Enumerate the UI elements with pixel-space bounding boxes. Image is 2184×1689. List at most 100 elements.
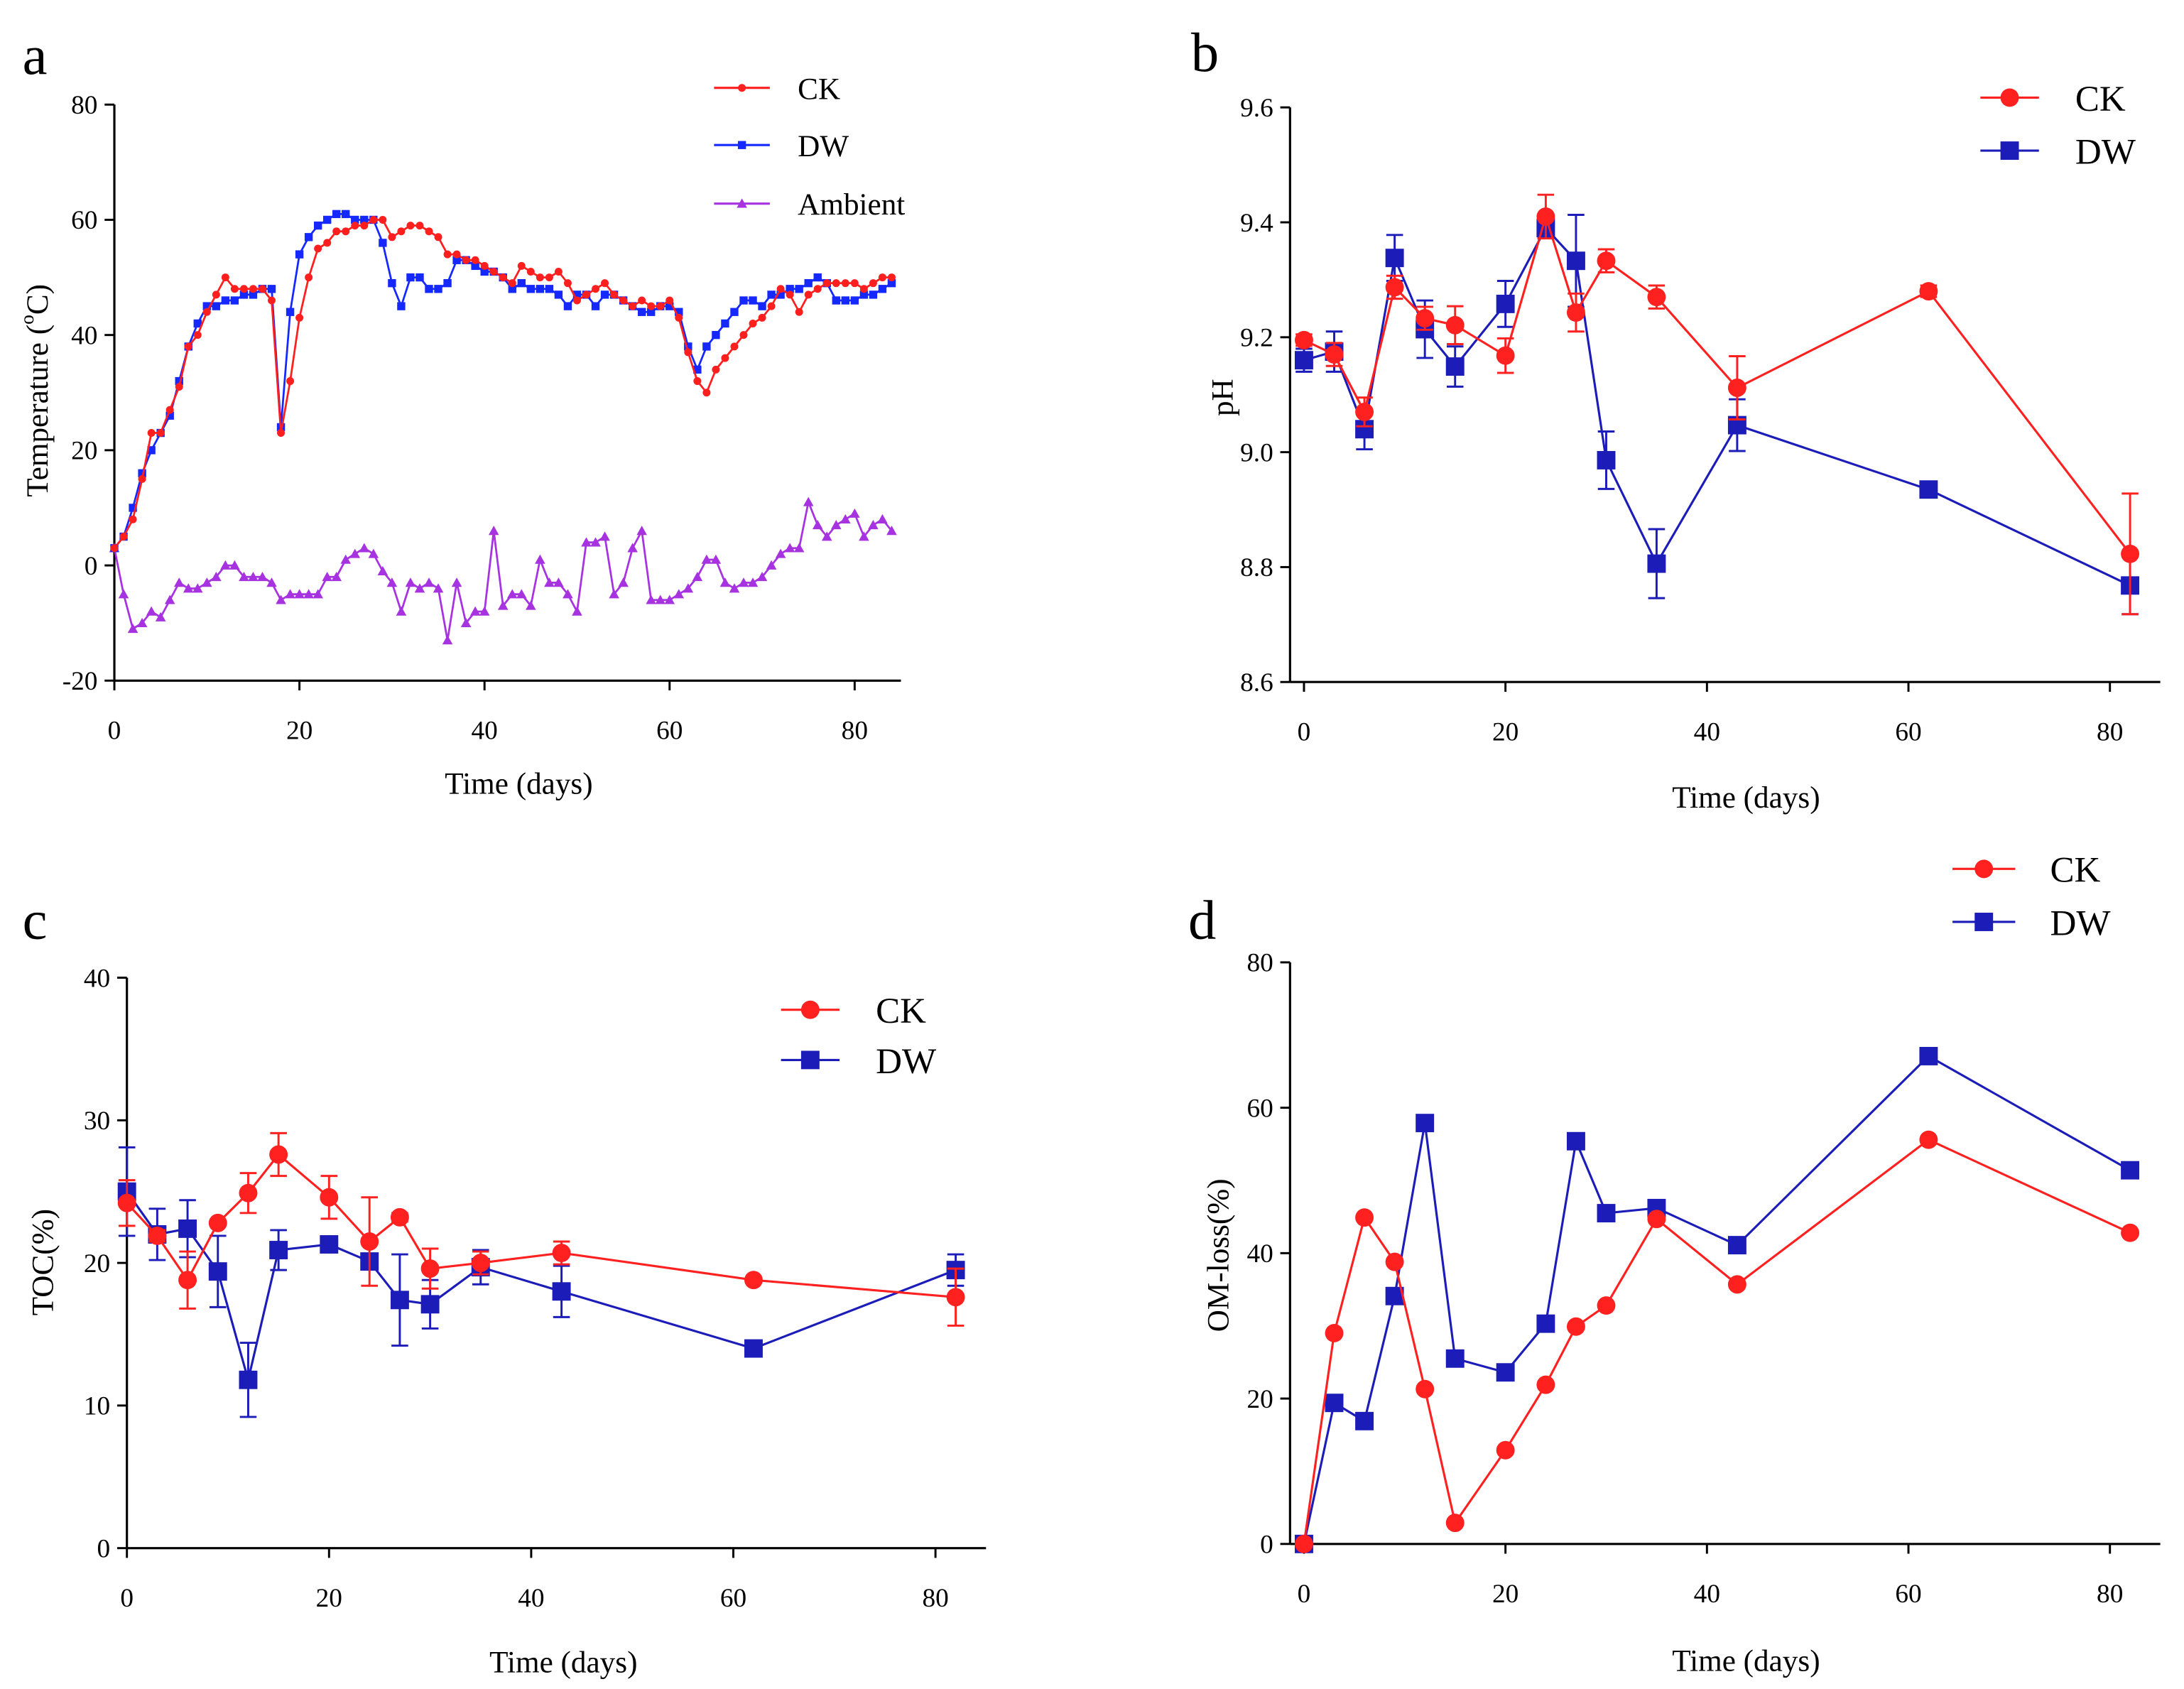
ck-line xyxy=(1303,1139,2131,1545)
legend: CK DW xyxy=(1952,851,2111,943)
ambient-point xyxy=(516,589,527,599)
ambient-point xyxy=(673,589,685,599)
ck-point xyxy=(147,429,156,438)
dw-point xyxy=(721,319,729,328)
x-tick-label: 60 xyxy=(1895,1580,1921,1609)
dw-point xyxy=(1919,1047,1938,1065)
x-tick-label: 60 xyxy=(720,1584,746,1613)
ck-point xyxy=(1385,278,1404,297)
ck-point xyxy=(1647,288,1666,307)
dw-point xyxy=(776,290,785,299)
x-tick-label: 0 xyxy=(1298,718,1311,747)
dw-point xyxy=(420,1295,440,1314)
dw-point xyxy=(1295,351,1313,370)
ambient-point xyxy=(331,572,342,582)
ck-point xyxy=(117,1193,136,1212)
dw-point xyxy=(850,296,859,305)
ck-point xyxy=(175,383,183,391)
ambient-point xyxy=(368,548,379,558)
ck-point xyxy=(462,256,470,264)
dw-point xyxy=(832,296,840,305)
ck-point xyxy=(420,1259,440,1278)
ck-point xyxy=(202,308,211,316)
panel-letter: a xyxy=(23,24,48,86)
ck-point xyxy=(249,285,257,293)
y-tick-label: 20 xyxy=(71,437,97,466)
dw-point xyxy=(647,308,656,316)
ambient-point xyxy=(322,572,332,582)
ck-point xyxy=(489,267,498,276)
dw-point xyxy=(749,296,757,305)
ck-point xyxy=(1496,346,1515,365)
dw-point xyxy=(178,1219,197,1238)
ck-point xyxy=(208,1213,227,1232)
plot-area xyxy=(117,1131,965,1418)
dw-point xyxy=(175,376,183,386)
legend-label: CK xyxy=(2050,851,2100,891)
ck-series xyxy=(117,1131,965,1327)
dw-point xyxy=(684,342,692,351)
ck-point xyxy=(390,1207,409,1227)
y-tick-label: 80 xyxy=(1246,949,1273,978)
ambient-point xyxy=(229,560,240,570)
plot-area xyxy=(1295,1047,2140,1553)
legend: CK DW xyxy=(781,992,937,1082)
y-tick-label: 0 xyxy=(1260,1531,1273,1560)
ck-point xyxy=(230,285,239,293)
legend-label: CK xyxy=(876,992,926,1031)
ck-point xyxy=(563,279,572,288)
legend: CK DW Ambient xyxy=(714,72,905,222)
dw-point xyxy=(129,504,137,512)
ck-point xyxy=(1566,1317,1585,1336)
ambient-point xyxy=(136,617,148,627)
ck-point xyxy=(601,279,609,288)
dw-series xyxy=(110,210,896,553)
ambient-point xyxy=(766,560,777,570)
dw-point xyxy=(786,285,794,293)
ambient-point xyxy=(164,594,175,604)
y-tick-label: 0 xyxy=(97,1534,110,1563)
ck-point xyxy=(1325,345,1344,364)
ambient-point xyxy=(423,577,435,587)
panel-d: d 0 20 40 60 80 0 20 40 60 80 Time (days) OM-loss(%)… xyxy=(1188,851,2161,1678)
dw-point xyxy=(517,278,526,288)
y-tick-label: -20 xyxy=(63,667,98,696)
ck-point xyxy=(721,354,729,362)
dw-point xyxy=(425,285,433,293)
ck-point xyxy=(582,290,590,299)
ambient-point xyxy=(183,583,194,593)
dw-point xyxy=(739,296,748,305)
ck-point xyxy=(813,285,822,293)
dw-point xyxy=(443,278,452,288)
ck-point xyxy=(360,222,369,230)
dw-point xyxy=(869,290,878,299)
y-tick-label: 20 xyxy=(1246,1385,1273,1414)
ck-point xyxy=(536,273,544,282)
ck-point xyxy=(1295,1534,1313,1553)
dw-point xyxy=(320,1235,339,1254)
ambient-point xyxy=(340,554,352,564)
dw-point xyxy=(730,308,739,316)
ambient-point xyxy=(396,606,407,616)
ck-point xyxy=(148,1226,167,1245)
dw-point xyxy=(563,302,572,310)
dw-point xyxy=(675,308,683,316)
y-tick-label: 60 xyxy=(1246,1094,1273,1123)
ck-point xyxy=(286,377,295,386)
dw-point xyxy=(249,290,258,299)
x-tick-label: 20 xyxy=(316,1584,342,1613)
plot-area xyxy=(1295,193,2140,616)
x-tick-label: 20 xyxy=(1492,718,1519,747)
dw-point xyxy=(1496,1363,1515,1382)
ambient-point xyxy=(220,560,231,570)
ck-point xyxy=(552,1244,571,1263)
dw-point xyxy=(1597,450,1616,469)
y-axis-title: Temperature (oC) xyxy=(16,284,54,497)
ck-point xyxy=(1445,1514,1465,1533)
x-tick-label: 40 xyxy=(1694,1580,1720,1609)
ck-point xyxy=(351,222,359,230)
ck-point xyxy=(1295,330,1313,349)
ck-point xyxy=(1355,403,1374,421)
y-tick-label: 60 xyxy=(71,206,97,235)
